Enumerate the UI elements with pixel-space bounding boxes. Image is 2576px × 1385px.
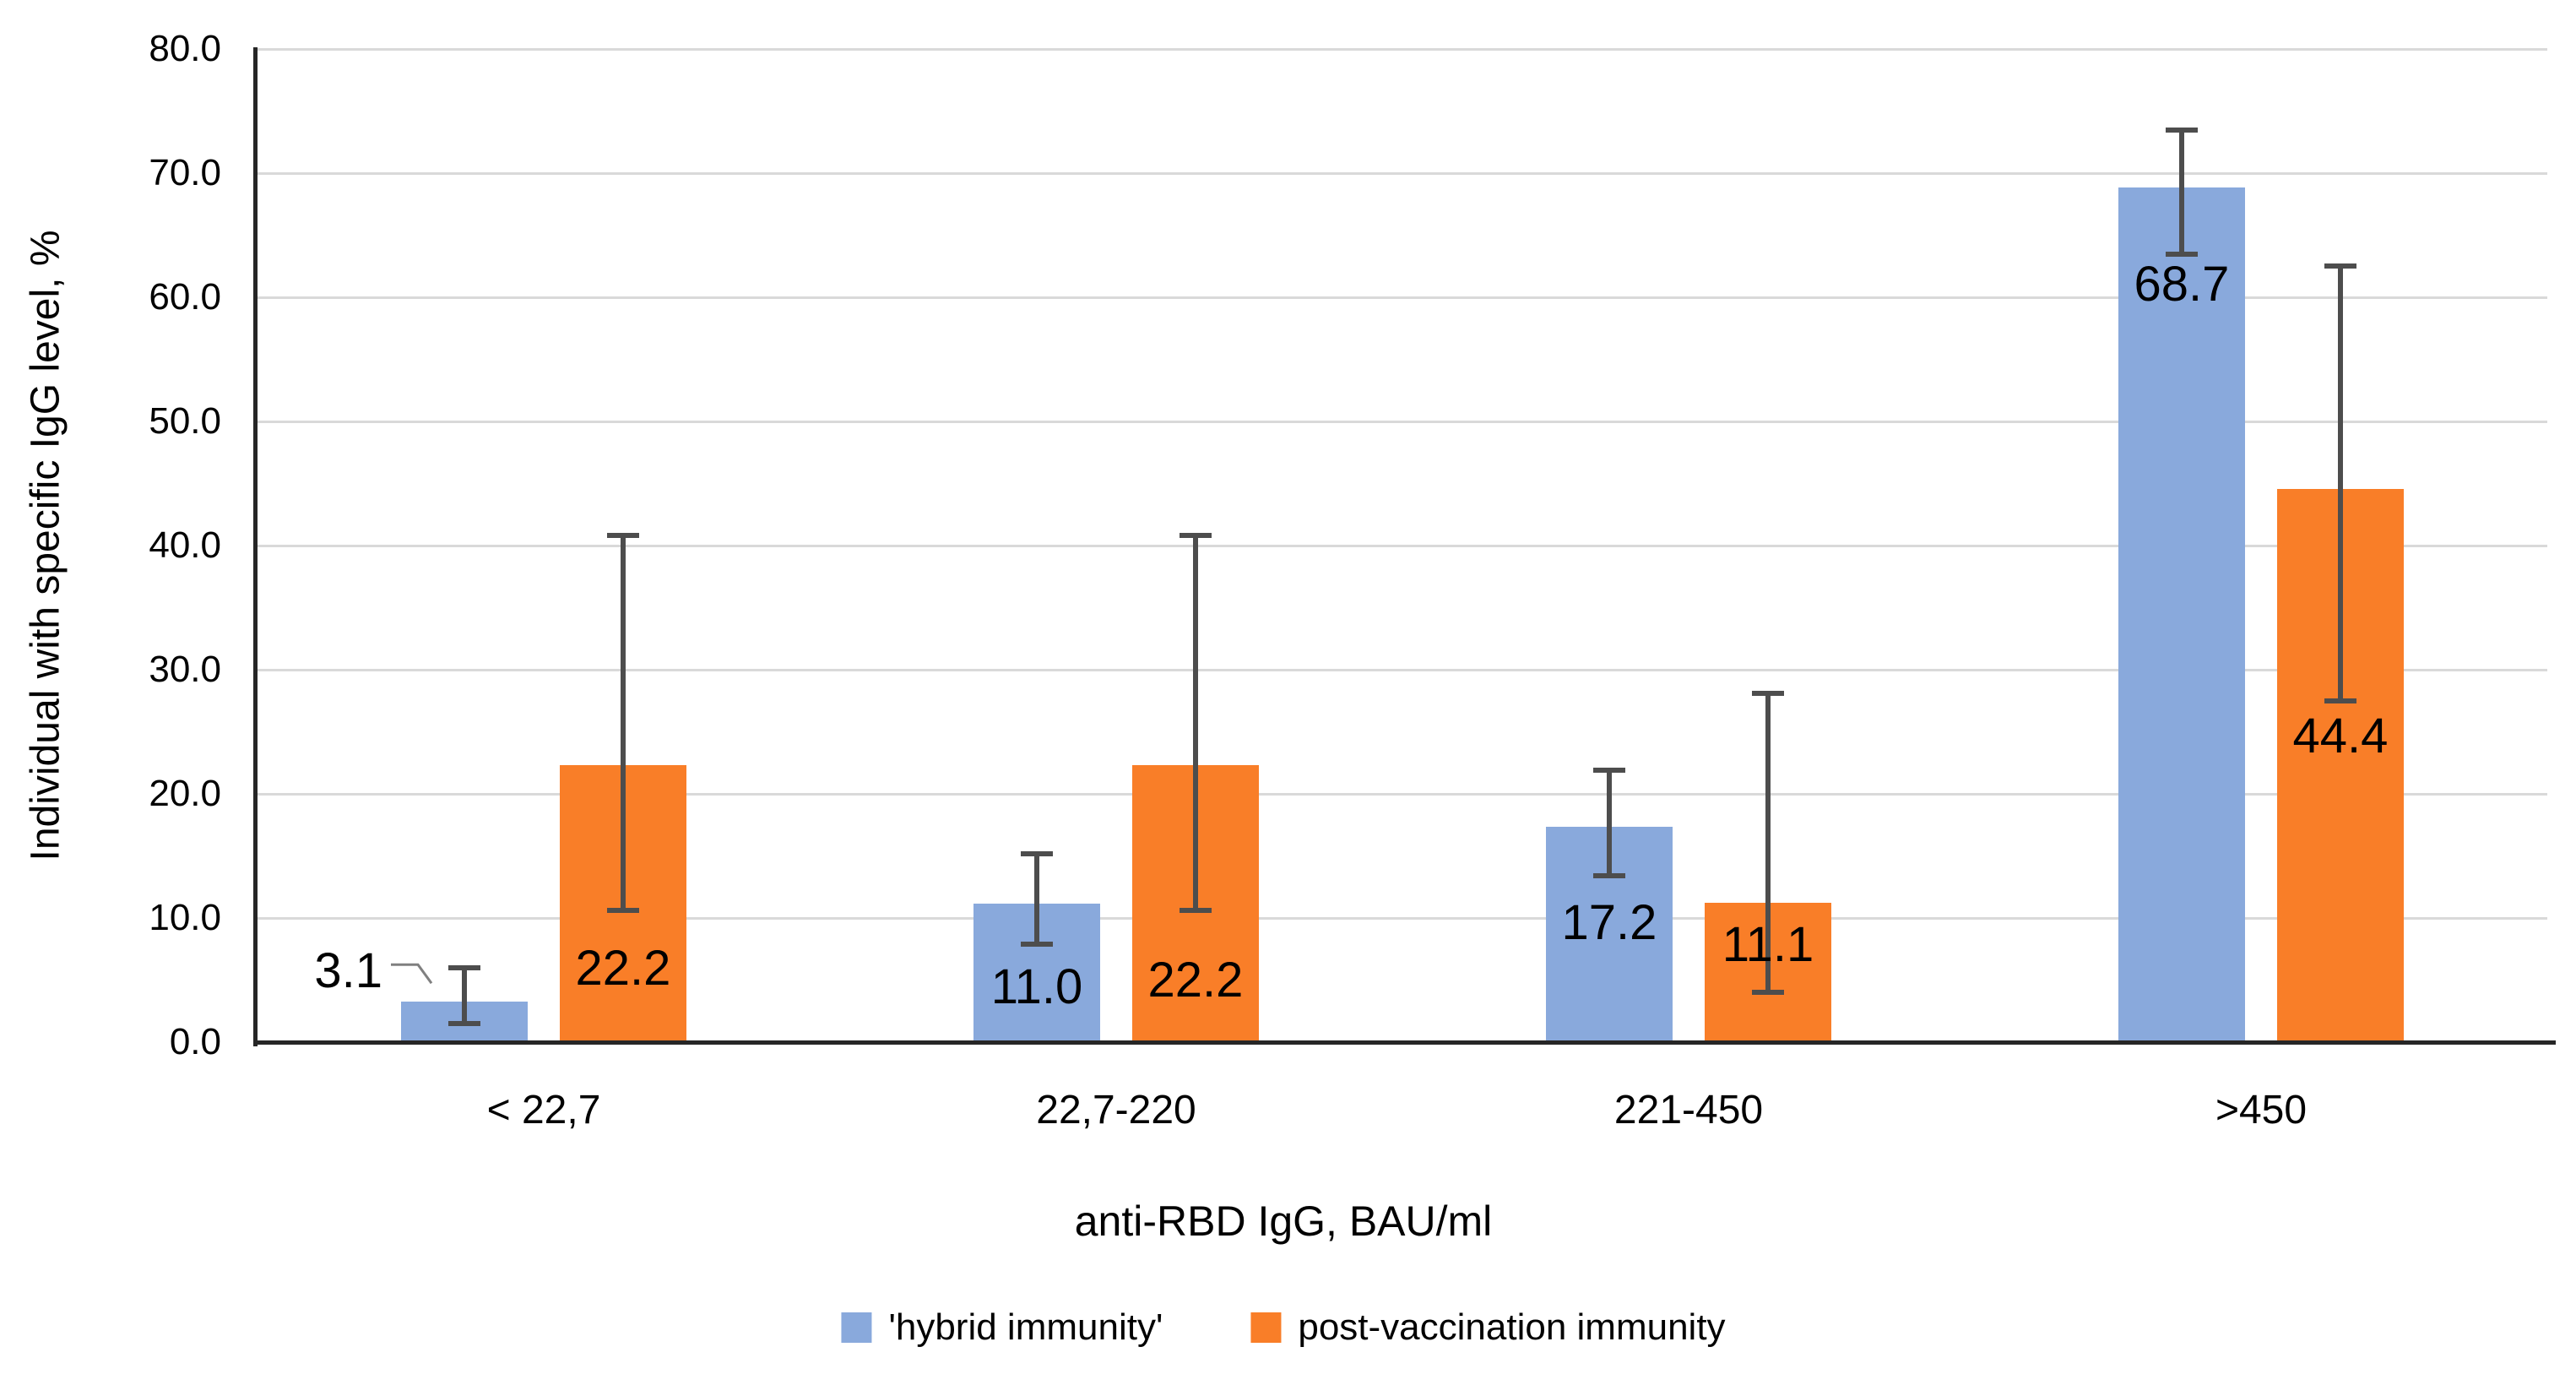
x-axis-title: anti-RBD IgG, BAU/ml xyxy=(1074,1198,1493,1245)
bar-series0-cat3 xyxy=(2118,187,2245,1040)
gridline-60 xyxy=(258,296,2547,299)
error-bar-line-s1-c3 xyxy=(2338,266,2343,701)
error-bar-cap-low-s1-c0 xyxy=(607,908,639,914)
y-tick-label-0.0: 0.0 xyxy=(169,1021,221,1062)
legend-swatch-hybrid-icon xyxy=(841,1312,872,1343)
error-bar-line-s1-c1 xyxy=(1193,535,1198,911)
x-category-label-0: < 22,7 xyxy=(486,1088,601,1132)
legend-swatch-post-vaccination-icon xyxy=(1250,1312,1282,1343)
data-label-s1-c3: 44.4 xyxy=(2292,709,2389,764)
error-bar-line-s0-c3 xyxy=(2179,129,2184,254)
error-bar-cap-low-s0-c0 xyxy=(448,1020,480,1026)
error-bar-line-s1-c2 xyxy=(1765,692,1771,993)
error-bar-cap-low-s1-c2 xyxy=(1752,990,1784,996)
data-label-s1-c0: 22.2 xyxy=(575,941,671,997)
legend: 'hybrid immunity' post-vaccination immun… xyxy=(841,1306,1726,1348)
x-category-label-3: >450 xyxy=(2215,1088,2308,1132)
x-axis-line xyxy=(253,1040,2556,1045)
data-label-s1-c2: 11.1 xyxy=(1722,917,1814,973)
x-category-label-2: 221-450 xyxy=(1613,1088,1764,1132)
error-bar-line-s1-c0 xyxy=(621,535,626,911)
gridline-50 xyxy=(258,420,2547,423)
error-bar-cap-high-s0-c2 xyxy=(1593,768,1625,774)
x-category-label-1: 22,7-220 xyxy=(1036,1088,1196,1132)
error-bar-cap-high-s1-c1 xyxy=(1180,533,1212,539)
error-bar-cap-high-s0-c1 xyxy=(1021,850,1053,856)
data-label-s0-c3: 68.7 xyxy=(2134,257,2230,312)
data-label-s1-c1: 22.2 xyxy=(1147,952,1244,1008)
error-bar-line-s0-c0 xyxy=(462,967,467,1024)
error-bar-cap-low-s0-c1 xyxy=(1021,941,1053,947)
legend-label-hybrid: 'hybrid immunity' xyxy=(888,1306,1163,1348)
error-bar-line-s0-c2 xyxy=(1607,770,1612,876)
y-tick-label-70.0: 70.0 xyxy=(149,152,221,193)
y-tick-label-80.0: 80.0 xyxy=(149,28,221,69)
error-bar-cap-high-s1-c2 xyxy=(1752,690,1784,696)
y-tick-label-20.0: 20.0 xyxy=(149,773,221,814)
error-bar-cap-low-s0-c3 xyxy=(2166,251,2198,257)
gridline-70 xyxy=(258,171,2547,175)
error-bar-cap-low-s0-c2 xyxy=(1593,873,1625,879)
y-tick-label-50.0: 50.0 xyxy=(149,400,221,442)
legend-item-post-vaccination: post-vaccination immunity xyxy=(1250,1306,1726,1348)
gridline-80 xyxy=(258,47,2547,51)
error-bar-cap-high-s0-c3 xyxy=(2166,127,2198,133)
gridline-10 xyxy=(258,916,2547,920)
error-bar-cap-high-s1-c3 xyxy=(2324,263,2356,269)
legend-label-post-vaccination: post-vaccination immunity xyxy=(1298,1306,1726,1348)
error-bar-cap-high-s0-c0 xyxy=(448,964,480,970)
data-label-s0-c1: 11.0 xyxy=(990,959,1083,1015)
error-bar-cap-low-s1-c3 xyxy=(2324,698,2356,703)
legend-item-hybrid-immunity: 'hybrid immunity' xyxy=(841,1307,1163,1348)
error-bar-cap-low-s1-c1 xyxy=(1180,908,1212,914)
y-tick-label-10.0: 10.0 xyxy=(149,897,221,938)
y-axis-line xyxy=(253,47,258,1046)
y-tick-label-60.0: 60.0 xyxy=(149,276,221,318)
error-bar-line-s0-c1 xyxy=(1034,853,1039,944)
data-label-s0-c0: 3.1 xyxy=(314,943,382,999)
data-label-s0-c2: 17.2 xyxy=(1561,894,1657,950)
plot-area: 3.1 11.0 17.2 68.7 22.2 22.2 11.1 44.4 xyxy=(253,47,2556,1046)
gridline-30 xyxy=(258,668,2547,671)
gridline-40 xyxy=(258,544,2547,547)
y-tick-label-40.0: 40.0 xyxy=(149,524,221,566)
y-tick-label-30.0: 30.0 xyxy=(149,649,221,690)
gridline-20 xyxy=(258,792,2547,796)
error-bar-cap-high-s1-c0 xyxy=(607,533,639,539)
